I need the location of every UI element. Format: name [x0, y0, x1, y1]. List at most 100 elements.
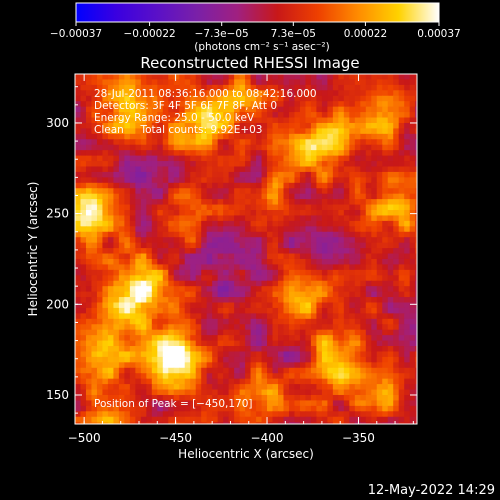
- heatmap-cell: [354, 161, 361, 168]
- heatmap-cell: [365, 177, 372, 184]
- heatmap-cell: [354, 356, 361, 363]
- heatmap-cell: [129, 264, 136, 271]
- heatmap-cell: [151, 139, 158, 146]
- heatmap-cell: [387, 275, 394, 282]
- heatmap-cell: [299, 280, 307, 287]
- heatmap-cell: [179, 231, 186, 238]
- heatmap-cell: [415, 275, 417, 282]
- heatmap-cell: [327, 177, 334, 184]
- heatmap-cell: [376, 318, 383, 325]
- heatmap-cell: [272, 384, 279, 391]
- heatmap-cell: [376, 122, 383, 129]
- heatmap-cell: [195, 329, 202, 336]
- heatmap-cell: [321, 210, 328, 217]
- heatmap-cell: [250, 373, 257, 380]
- heatmap-cell: [338, 400, 345, 407]
- heatmap-cell: [404, 112, 411, 119]
- heatmap-cell: [113, 101, 120, 108]
- heatmap-cell: [371, 166, 378, 173]
- heatmap-cell: [409, 346, 416, 353]
- heatmap-cell: [129, 329, 136, 336]
- heatmap-cell: [316, 161, 323, 168]
- heatmap-cell: [421, 118, 427, 124]
- heatmap-cell: [129, 340, 136, 347]
- info-annotations: 28-Jul-2011 08:36:16.000 to 08:42:16.000…: [94, 88, 317, 136]
- heatmap-cell: [151, 242, 158, 249]
- heatmap-cell: [376, 356, 383, 363]
- heatmap-cell: [338, 367, 345, 374]
- heatmap-cell: [360, 139, 367, 146]
- heatmap-cell: [107, 226, 115, 233]
- heatmap-cell: [360, 204, 367, 211]
- heatmap-cell: [299, 84, 307, 91]
- heatmap-cell: [124, 188, 131, 195]
- heatmap-cell: [151, 318, 158, 325]
- y-tick-label: 300: [46, 116, 69, 130]
- heatmap-cell: [223, 95, 230, 102]
- heatmap-cell: [146, 307, 153, 314]
- heatmap-cell: [91, 324, 98, 331]
- heatmap-cell: [310, 139, 318, 146]
- heatmap-cell: [195, 356, 202, 363]
- heatmap-cell: [343, 155, 350, 162]
- heatmap-cell: [256, 161, 263, 168]
- heatmap-cell: [140, 106, 147, 113]
- heatmap-cell: [365, 329, 372, 336]
- heatmap-cell: [91, 84, 98, 91]
- heatmap-cell: [283, 318, 290, 325]
- heatmap-cell: [118, 101, 125, 108]
- heatmap-cell: [223, 389, 230, 396]
- heatmap-cell: [288, 101, 296, 108]
- heatmap-cell: [124, 324, 131, 331]
- heatmap-cell: [354, 90, 361, 97]
- heatmap-cell: [239, 210, 246, 217]
- heatmap-cell: [272, 220, 279, 227]
- heatmap-cell: [278, 112, 285, 119]
- heatmap-cell: [91, 373, 98, 380]
- heatmap-cell: [283, 84, 290, 91]
- heatmap-cell: [316, 215, 323, 222]
- heatmap-cell: [288, 318, 296, 325]
- heatmap-cell: [229, 428, 235, 434]
- heatmap-cell: [310, 389, 318, 396]
- heatmap-cell: [239, 394, 246, 402]
- heatmap-cell: [393, 95, 400, 102]
- heatmap-cell: [157, 128, 164, 135]
- heatmap-cell: [294, 90, 301, 97]
- heatmap-cell: [305, 318, 312, 325]
- colorbar-tick-label: −0.00022: [123, 28, 175, 40]
- heatmap-cell: [217, 422, 224, 424]
- heatmap-cell: [239, 329, 246, 336]
- heatmap-cell: [305, 112, 312, 119]
- heatmap-cell: [371, 133, 378, 140]
- heatmap-cell: [294, 280, 301, 287]
- heatmap-cell: [267, 411, 274, 418]
- heatmap-cell: [288, 155, 296, 162]
- heatmap-cell: [234, 112, 241, 119]
- heatmap-cell: [409, 400, 416, 407]
- heatmap-cell: [91, 226, 98, 233]
- heatmap-cell: [354, 133, 361, 140]
- heatmap-cell: [223, 193, 230, 200]
- heatmap-cell: [124, 248, 131, 255]
- heatmap-cell: [250, 182, 257, 189]
- heatmap-cell: [245, 378, 252, 385]
- heatmap-cell: [382, 280, 389, 287]
- heatmap-cell: [146, 133, 153, 140]
- heatmap-cell: [124, 128, 131, 135]
- heatmap-cell: [327, 248, 334, 255]
- heatmap-cell: [75, 204, 82, 211]
- heatmap-cell: [113, 340, 120, 347]
- heatmap-cell: [421, 150, 427, 156]
- x-tick-label: −400: [251, 431, 284, 445]
- heatmap-cell: [75, 302, 82, 309]
- heatmap-cell: [299, 307, 307, 314]
- heatmap-cell: [228, 367, 235, 374]
- heatmap-cell: [278, 356, 285, 363]
- heatmap-cell: [157, 324, 164, 331]
- heatmap-cell: [173, 269, 180, 276]
- heatmap-cell: [332, 122, 339, 129]
- heatmap-cell: [365, 215, 372, 222]
- heatmap-cell: [256, 324, 263, 331]
- heatmap-cell: [206, 411, 213, 418]
